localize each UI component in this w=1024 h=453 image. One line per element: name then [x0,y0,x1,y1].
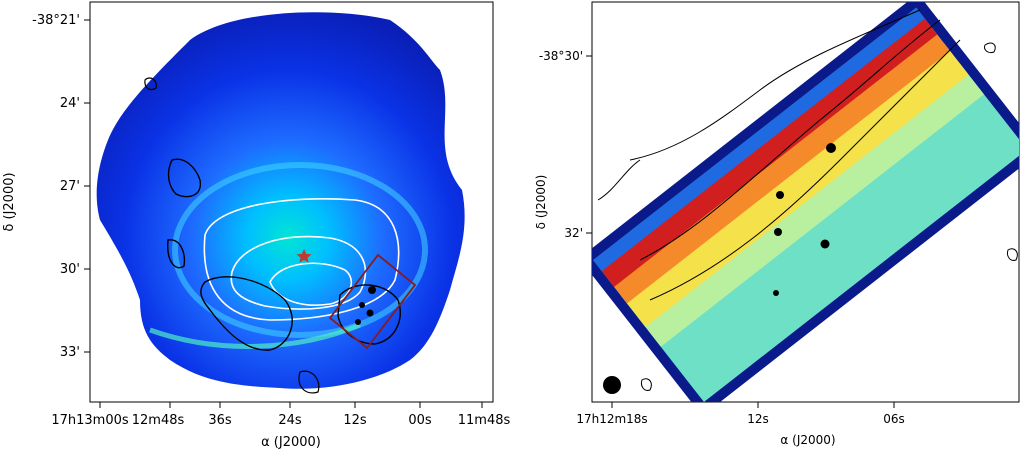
left-image-panel: -38°21' 24' 27' 30' 33' 17h13m00s 12m48s… [2,1,510,450]
right-y-axis-title: δ (J2000) [534,175,548,230]
black-contour-ridge [649,39,961,301]
left-y-axis-title: δ (J2000) [2,172,17,231]
left-x-tick-label: 24s [278,413,302,428]
right-x-tick-label: 06s [883,412,905,426]
black-contour-small [984,42,996,53]
zoom-region-box [328,253,417,350]
right-y-ticks: -38°30' 32' [539,49,592,240]
right-y-tick-label: 32' [564,226,583,240]
beam-size-marker [603,376,621,394]
source-dot [359,302,365,308]
right-x-axis-title: α (J2000) [780,433,835,447]
map-cyan-region [648,78,1019,402]
nebula-bright-rim [149,322,361,349]
source-dot [355,319,361,325]
map-yellow-band [620,43,969,328]
left-x-axis-title: α (J2000) [261,435,321,450]
left-x-tick-label: 12m48s [132,413,185,428]
black-contour-ridge [629,9,921,161]
left-nebula-image [96,12,465,394]
black-contour-edge [597,159,641,201]
black-contour-ridge [639,19,941,261]
nebula-shell [172,162,428,338]
source-dot [820,239,830,249]
left-x-tick-label: 00s [408,413,432,428]
source-dot [826,143,836,153]
left-x-ticks: 17h13m00s 12m48s 36s 24s 12s 00s 11m48s [51,402,510,428]
left-x-tick-label: 36s [208,413,232,428]
source-dot [368,286,376,294]
white-contour-inner [269,262,353,306]
right-x-tick-label: 17h12m18s [576,412,647,426]
white-contour-middle [230,235,367,310]
black-contour-southeast [200,276,293,351]
source-dot [774,228,782,236]
black-contour-south [298,370,320,394]
black-contour-small [167,239,186,269]
white-contour-outer [203,197,400,321]
black-contour-north [144,77,157,91]
left-y-tick-label: -38°21' [32,13,80,28]
right-pixel-map [592,2,1019,402]
right-x-ticks: 17h12m18s 12s 06s [576,402,905,426]
source-dot [366,309,374,317]
map-red-ridge [600,17,938,287]
left-y-tick-label: 33' [60,345,80,360]
right-image-panel: -38°30' 32' 17h12m18s 12s 06s α (J2000) … [534,1,1020,447]
left-y-tick-label: 30' [60,262,80,277]
left-x-tick-label: 11m48s [458,413,511,428]
source-dot [773,290,779,296]
map-lightgreen-band [636,62,984,347]
left-x-tick-label: 17h13m00s [51,413,129,428]
left-y-ticks: -38°21' 24' 27' 30' 33' [32,13,90,360]
map-upper-edge [593,7,925,272]
left-y-tick-label: 24' [60,96,80,111]
source-dot [776,191,784,199]
left-y-tick-label: 27' [60,179,80,194]
black-contour-east [167,158,202,198]
right-x-tick-label: 12s [747,412,769,426]
black-contour-small [641,378,652,391]
right-y-tick-label: -38°30' [539,49,583,63]
black-contour-small [1007,248,1018,261]
star-marker [296,249,312,263]
map-orange-band [608,27,951,304]
left-x-tick-label: 12s [343,413,367,428]
